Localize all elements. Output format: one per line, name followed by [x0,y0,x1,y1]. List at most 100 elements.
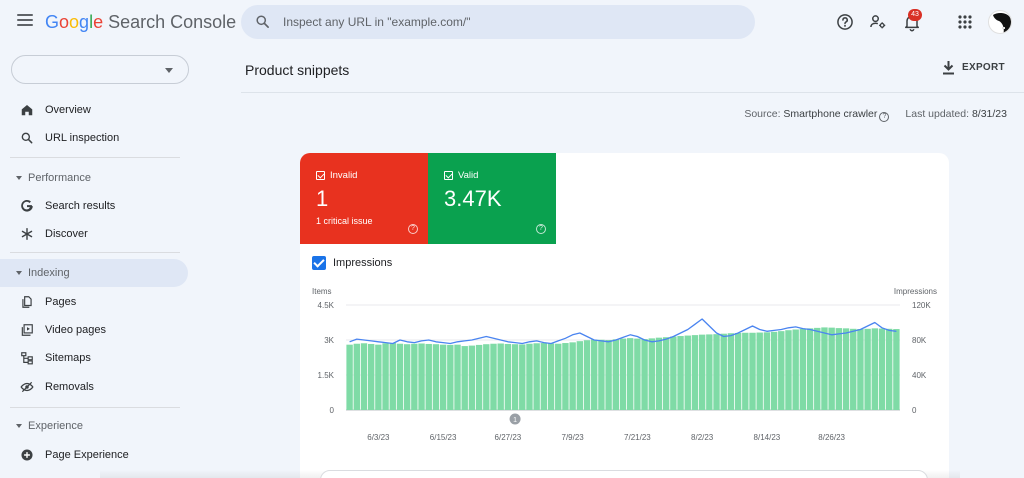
notification-count-badge: 43 [908,9,922,21]
right-axis-title: Impressions [894,287,937,296]
sidebar-divider [10,407,180,408]
sidebar-item-page-experience[interactable]: Page Experience [0,441,188,469]
bar [706,334,713,410]
bar [562,343,569,410]
bar [821,327,828,410]
search-console-logo[interactable]: Google Search Console [45,12,236,33]
bar [850,328,857,410]
help-icon[interactable] [835,12,855,32]
bar [389,343,396,410]
impressions-toggle[interactable]: Impressions [312,256,432,272]
source-help-icon[interactable]: ? [879,112,890,122]
right-tick-label: 0 [912,406,917,415]
google-g-icon [21,199,33,212]
annotation-marker-dot [509,413,521,425]
tile-label: Invalid [330,170,358,181]
bar [864,328,871,410]
sidebar-item-pages[interactable]: Pages [0,288,188,316]
help-icon[interactable]: ? [536,224,546,234]
bar [634,338,641,410]
export-button[interactable]: EXPORT [940,60,1006,76]
sidebar-item-overview[interactable]: Overview [0,96,188,124]
sidebar-divider [10,252,180,253]
invalid-tile[interactable]: Invalid 1 1 critical issue ? [300,153,428,244]
bar [454,344,461,410]
apps-grid-icon[interactable] [955,12,975,32]
bar [691,335,699,410]
bar [828,327,835,410]
bar [511,344,519,410]
axis-labels: 0 1.5K 3K 4.5K 0 40K 80K 120K 6/3/23 6/15/23 6/27/… [318,301,932,442]
bar [533,343,540,410]
bar [403,344,411,410]
sidebar-item-search-results[interactable]: Search results [0,192,188,220]
bar [526,343,533,410]
bar [619,338,627,410]
product-snippets-chart: Items Impressions 0 1.5K 3K 4.5K 0 40K 80K 120K… [312,287,937,442]
checkbox-icon[interactable] [316,171,325,180]
logo-letter: o [59,12,70,32]
bar [591,339,598,410]
sidebar-item-removals[interactable]: Removals [0,373,188,401]
checkbox-checked-icon[interactable] [312,256,326,270]
sidebar-item-label: Search results [45,200,116,212]
sidebar-item-url-inspection[interactable]: URL inspection [0,124,188,152]
bar [367,343,375,410]
bar [569,342,576,410]
left-tick-label: 1.5K [318,371,335,380]
url-inspect-search-bar[interactable] [241,5,755,39]
annotation-marker[interactable]: 1 [509,413,521,425]
sidebar-item-video-pages[interactable]: Video pages [0,316,188,344]
last-updated-value: 8/31/23 [971,108,1007,120]
home-icon [21,105,33,116]
collapse-caret-icon [16,176,22,180]
help-icon[interactable]: ? [408,224,418,234]
collapse-caret-icon [16,271,22,275]
left-tick-label: 3K [324,336,334,345]
x-tick-label: 8/26/23 [818,433,845,442]
sidebar-section-indexing[interactable]: Indexing [0,259,188,287]
product-name: Search Console [108,12,237,32]
line-series [349,318,897,345]
bar [886,328,893,410]
sidebar-item-discover[interactable]: Discover [0,220,188,248]
right-tick-label: 120K [912,301,931,310]
x-tick-label: 7/9/23 [562,433,585,442]
right-tick-label: 40K [912,371,927,380]
bar [353,343,360,410]
url-inspect-input[interactable] [283,12,733,32]
tile-value: 3.47K [444,186,502,211]
menu-icon[interactable] [17,14,33,27]
bar [375,344,382,410]
sidebar-section-experience[interactable]: Experience [0,412,188,440]
bar [576,341,584,410]
tile-value: 1 [316,186,329,211]
last-updated-label: Last updated: [905,108,970,120]
bar [893,329,900,410]
source-value: Smartphone crawler [783,108,878,120]
valid-tile[interactable]: Valid 3.47K ? [428,153,556,244]
sidebar-item-label: Removals [45,381,94,393]
bar [655,337,663,410]
logo-letter: G [45,12,60,32]
avatar[interactable] [988,10,1012,34]
bar [720,333,727,410]
bar [684,335,691,410]
checkbox-icon[interactable] [444,171,453,180]
page-title: Product snippets [245,62,350,78]
manage-users-icon[interactable] [868,12,888,32]
bar [346,344,353,410]
bar [698,334,706,410]
x-tick-label: 8/14/23 [754,433,781,442]
bar [857,329,864,410]
bar [418,343,425,410]
sidebar-item-sitemaps[interactable]: Sitemaps [0,344,188,372]
bar [648,338,655,410]
search-icon [256,15,269,28]
property-selector[interactable] [11,55,189,84]
pages-icon [22,296,32,308]
x-tick-label: 8/2/23 [691,433,714,442]
video-pages-icon [21,324,33,336]
sidebar-section-performance[interactable]: Performance [0,164,188,192]
